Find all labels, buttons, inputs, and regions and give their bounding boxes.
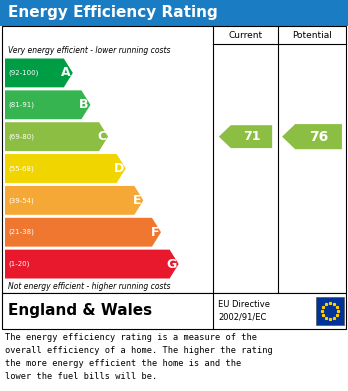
Polygon shape xyxy=(5,218,161,247)
Polygon shape xyxy=(219,125,272,148)
Text: (81-91): (81-91) xyxy=(8,102,34,108)
Text: (39-54): (39-54) xyxy=(8,197,34,204)
Text: 76: 76 xyxy=(309,130,328,143)
Polygon shape xyxy=(5,186,143,215)
Text: (21-38): (21-38) xyxy=(8,229,34,235)
Text: Energy Efficiency Rating: Energy Efficiency Rating xyxy=(8,5,218,20)
Text: Potential: Potential xyxy=(292,30,332,39)
Text: F: F xyxy=(150,226,159,239)
Bar xyxy=(0,0,348,26)
Polygon shape xyxy=(282,124,342,149)
Text: E: E xyxy=(133,194,141,207)
Polygon shape xyxy=(5,90,90,119)
Text: C: C xyxy=(97,130,106,143)
Text: D: D xyxy=(113,162,124,175)
Polygon shape xyxy=(5,59,73,87)
Text: Very energy efficient - lower running costs: Very energy efficient - lower running co… xyxy=(8,46,171,55)
Text: B: B xyxy=(79,98,88,111)
Text: The energy efficiency rating is a measure of the
overall efficiency of a home. T: The energy efficiency rating is a measur… xyxy=(5,333,273,380)
Text: A: A xyxy=(61,66,71,79)
Text: Current: Current xyxy=(228,30,262,39)
Text: (92-100): (92-100) xyxy=(8,70,38,76)
Bar xyxy=(316,297,344,325)
Polygon shape xyxy=(5,122,108,151)
Text: 71: 71 xyxy=(243,130,260,143)
Text: (69-80): (69-80) xyxy=(8,133,34,140)
Bar xyxy=(2,26,346,293)
Text: Not energy efficient - higher running costs: Not energy efficient - higher running co… xyxy=(8,282,171,291)
Polygon shape xyxy=(5,154,126,183)
Text: (55-68): (55-68) xyxy=(8,165,34,172)
Text: England & Wales: England & Wales xyxy=(8,303,152,319)
Text: G: G xyxy=(166,258,177,271)
Text: EU Directive
2002/91/EC: EU Directive 2002/91/EC xyxy=(218,300,270,322)
Bar xyxy=(2,293,346,329)
Polygon shape xyxy=(5,249,179,278)
Text: (1-20): (1-20) xyxy=(8,261,29,267)
